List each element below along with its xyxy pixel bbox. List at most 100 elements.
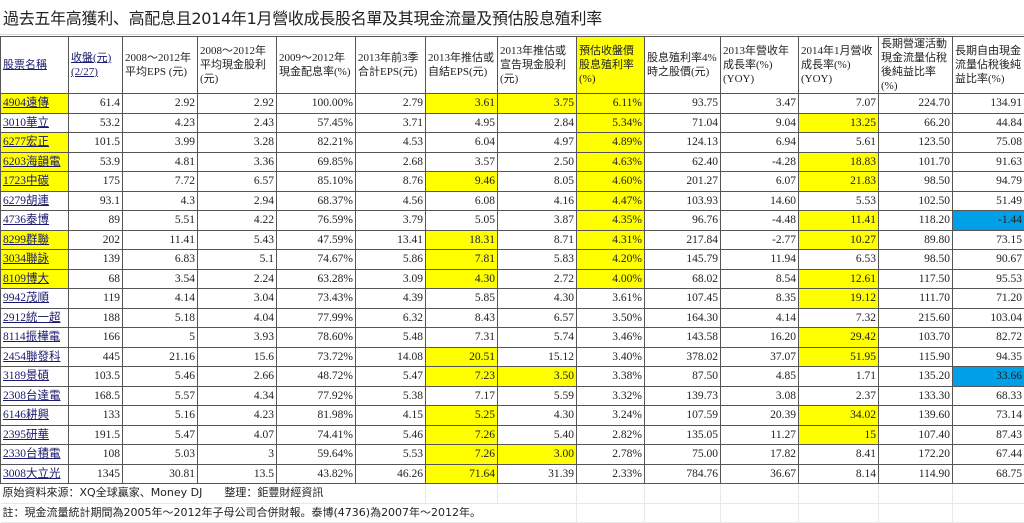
close-price-cell: 175 (69, 172, 123, 192)
est-dividend-cell: 15.12 (498, 347, 577, 367)
ocf-ratio-cell: 89.80 (879, 230, 953, 250)
2013-revenue-growth-cell: -4.48 (721, 211, 799, 231)
stock-name-cell[interactable]: 4736泰博 (1, 211, 69, 231)
stock-name-cell[interactable]: 3010華立 (1, 113, 69, 133)
jan-revenue-growth-cell: 2.37 (799, 386, 879, 406)
stock-name-cell[interactable]: 8114振樺電 (1, 328, 69, 348)
est-yield-cell: 2.82% (577, 425, 645, 445)
stock-link[interactable]: 3008大立光 (3, 468, 61, 480)
stock-link[interactable]: 2395研華 (3, 429, 49, 441)
stock-link[interactable]: 8299群聯 (3, 234, 49, 246)
header-jan-revenue-growth: 2014年1月營收成長率(%)(YOY) (799, 37, 879, 94)
stock-name-cell[interactable]: 6279胡連 (1, 191, 69, 211)
q3-eps-cell: 13.41 (356, 230, 426, 250)
header-close-price[interactable]: 收盤(元)(2/27) (69, 37, 123, 94)
payout-ratio-cell: 76.59% (277, 211, 356, 231)
stock-name-cell[interactable]: 3189景碩 (1, 367, 69, 387)
jan-revenue-growth-cell: 7.07 (799, 94, 879, 114)
source-note: 原始資料來源：XQ全球贏家、Money DJ 整理：鉅豐財經資訊 (1, 484, 426, 504)
stock-name-cell[interactable]: 3008大立光 (1, 464, 69, 484)
stock-name-cell[interactable]: 8109博大 (1, 269, 69, 289)
est-dividend-cell: 4.30 (498, 289, 577, 309)
fcf-ratio-cell: 91.63 (953, 152, 1024, 172)
stock-name-cell[interactable]: 2454聯發科 (1, 347, 69, 367)
stock-link[interactable]: 6146耕興 (3, 409, 49, 421)
price-at-4pct-cell: 87.50 (645, 367, 721, 387)
stock-name-cell[interactable]: 3034聯詠 (1, 250, 69, 270)
jan-revenue-growth-cell: 11.41 (799, 211, 879, 231)
avg-eps-cell: 6.83 (123, 250, 198, 270)
avg-eps-cell: 2.92 (123, 94, 198, 114)
fcf-ratio-cell: 71.20 (953, 289, 1024, 309)
est-eps-cell: 7.31 (426, 328, 498, 348)
fcf-ratio-cell: 82.72 (953, 328, 1024, 348)
stock-name-cell[interactable]: 2308台達電 (1, 386, 69, 406)
stock-link[interactable]: 1723中碳 (3, 175, 49, 187)
q3-eps-cell: 5.47 (356, 367, 426, 387)
stock-link[interactable]: 2454聯發科 (3, 351, 61, 363)
stock-link[interactable]: 3189景碩 (3, 370, 49, 382)
ocf-ratio-cell: 111.70 (879, 289, 953, 309)
stock-link[interactable]: 2330台積電 (3, 448, 61, 460)
fcf-ratio-cell: 73.14 (953, 406, 1024, 426)
jan-revenue-growth-cell: 1.71 (799, 367, 879, 387)
price-at-4pct-cell: 68.02 (645, 269, 721, 289)
stock-link[interactable]: 6277宏正 (3, 136, 49, 148)
stock-name-cell[interactable]: 9942茂順 (1, 289, 69, 309)
stock-name-cell[interactable]: 6203海韻電 (1, 152, 69, 172)
stock-name-cell[interactable]: 8299群聯 (1, 230, 69, 250)
est-dividend-cell: 2.50 (498, 152, 577, 172)
est-dividend-cell: 3.87 (498, 211, 577, 231)
close-price-cell: 89 (69, 211, 123, 231)
header-stock-name[interactable]: 股票名稱 (1, 37, 69, 94)
stock-link[interactable]: 2308台達電 (3, 390, 61, 402)
est-dividend-cell: 4.97 (498, 133, 577, 153)
stock-name-cell[interactable]: 2395研華 (1, 425, 69, 445)
close-price-cell: 68 (69, 269, 123, 289)
stock-link[interactable]: 6279胡連 (3, 195, 49, 207)
price-at-4pct-cell: 378.02 (645, 347, 721, 367)
est-dividend-cell: 5.40 (498, 425, 577, 445)
avg-dividend-cell: 3.36 (198, 152, 277, 172)
price-at-4pct-cell: 784.76 (645, 464, 721, 484)
payout-ratio-cell: 57.45% (277, 113, 356, 133)
avg-eps-cell: 21.16 (123, 347, 198, 367)
header-row: 股票名稱 收盤(元)(2/27) 2008～2012年平均EPS (元) 200… (1, 37, 1024, 94)
q3-eps-cell: 5.86 (356, 250, 426, 270)
header-avg-eps: 2008～2012年平均EPS (元) (123, 37, 198, 94)
stock-name-cell[interactable]: 2330台積電 (1, 445, 69, 465)
stock-name-cell[interactable]: 4904遠傳 (1, 94, 69, 114)
2013-revenue-growth-cell: 11.94 (721, 250, 799, 270)
est-eps-cell: 9.46 (426, 172, 498, 192)
stock-link[interactable]: 8114振樺電 (3, 331, 60, 343)
stock-link[interactable]: 4736泰博 (3, 214, 49, 226)
stock-name-cell[interactable]: 6146耕興 (1, 406, 69, 426)
stock-link[interactable]: 9942茂順 (3, 292, 49, 304)
stock-link[interactable]: 4904遠傳 (3, 97, 49, 109)
stock-link[interactable]: 8109博大 (3, 273, 49, 285)
close-price-cell: 445 (69, 347, 123, 367)
stock-link[interactable]: 2912統一超 (3, 312, 61, 324)
price-at-4pct-cell: 93.75 (645, 94, 721, 114)
stock-link[interactable]: 6203海韻電 (3, 156, 61, 168)
q3-eps-cell: 5.53 (356, 445, 426, 465)
2013-revenue-growth-cell: 16.20 (721, 328, 799, 348)
stock-name-cell[interactable]: 2912統一超 (1, 308, 69, 328)
est-dividend-cell: 31.39 (498, 464, 577, 484)
stock-name-cell[interactable]: 1723中碳 (1, 172, 69, 192)
header-est-dividend: 2013年推估或宣告現金股利(元) (498, 37, 577, 94)
stock-name-cell[interactable]: 6277宏正 (1, 133, 69, 153)
avg-dividend-cell: 4.34 (198, 386, 277, 406)
payout-ratio-cell: 43.82% (277, 464, 356, 484)
payout-ratio-cell: 48.72% (277, 367, 356, 387)
stock-link[interactable]: 3010華立 (3, 117, 49, 129)
stock-link[interactable]: 3034聯詠 (3, 253, 49, 265)
fcf-ratio-cell: 68.75 (953, 464, 1024, 484)
jan-revenue-growth-cell: 8.14 (799, 464, 879, 484)
2013-revenue-growth-cell: -2.77 (721, 230, 799, 250)
est-eps-cell: 5.85 (426, 289, 498, 309)
avg-eps-cell: 4.14 (123, 289, 198, 309)
